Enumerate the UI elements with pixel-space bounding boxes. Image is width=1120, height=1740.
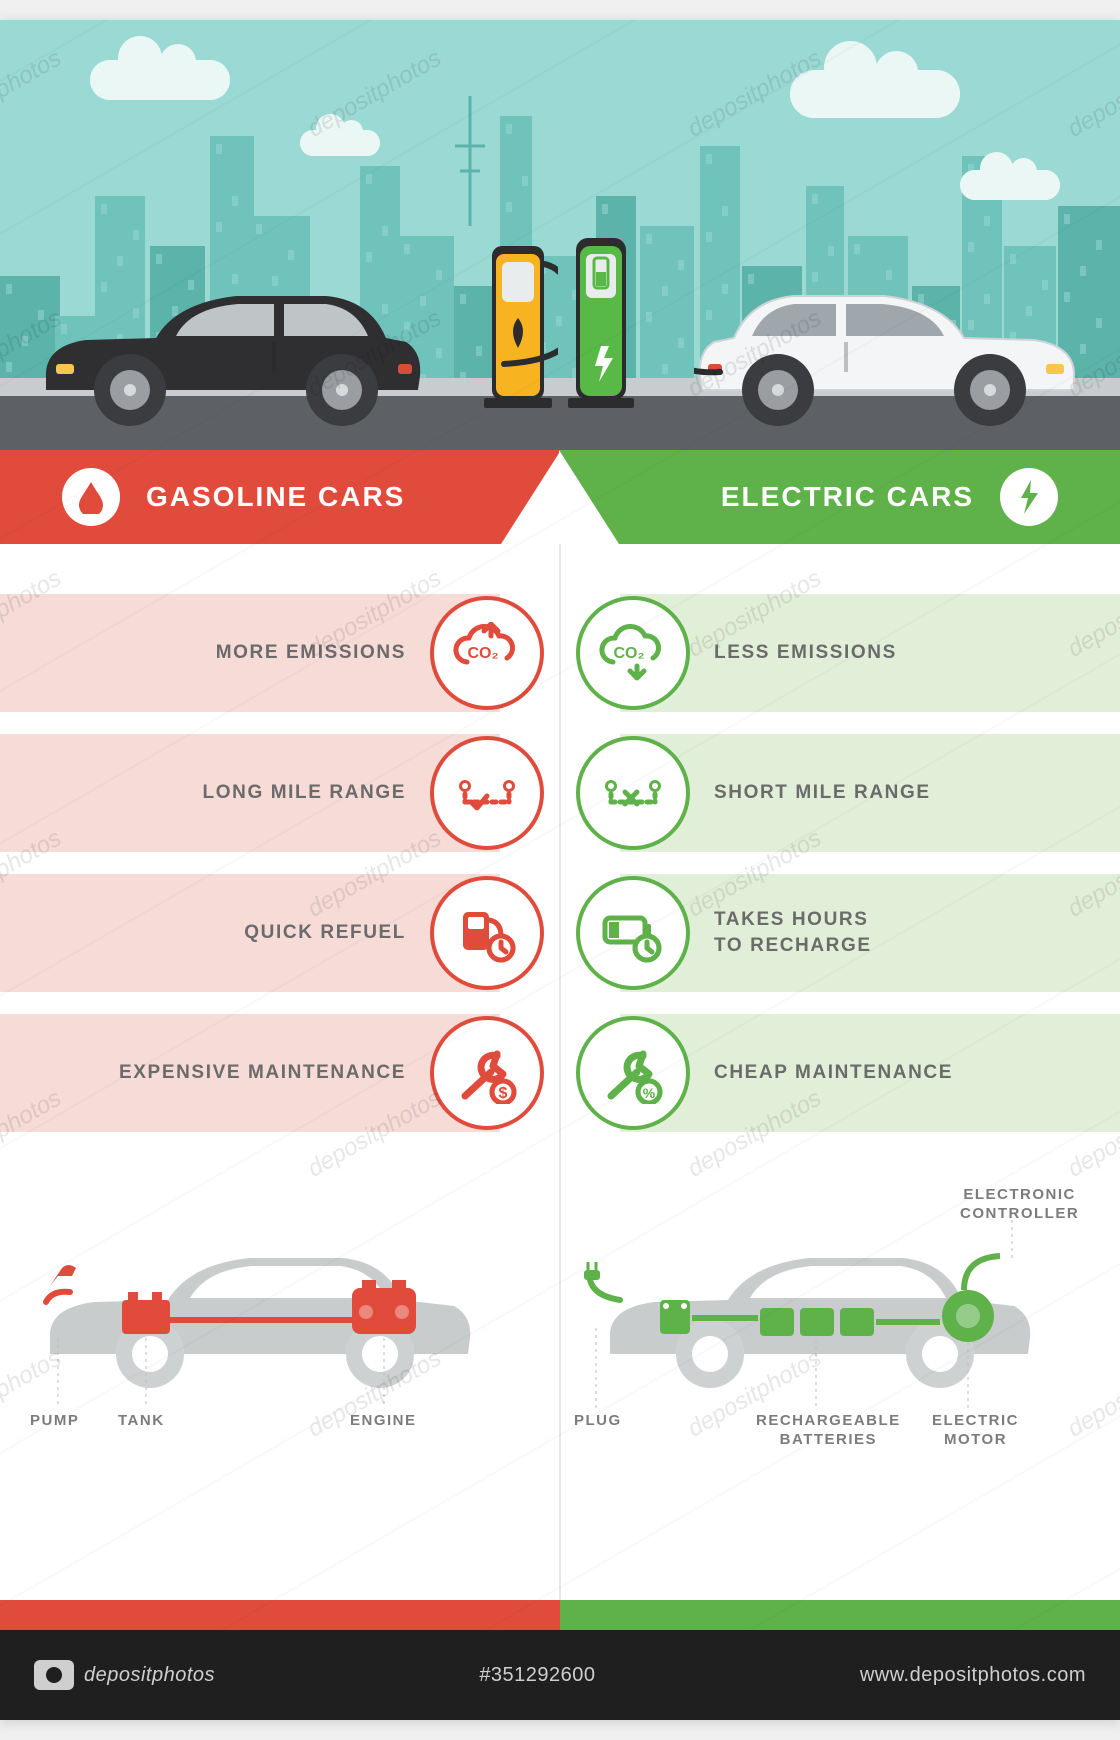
co2-down-icon: CO₂ <box>576 596 690 710</box>
feature-row: $ EXPENSIVE MAINTENANCE <box>0 1008 560 1138</box>
electric-car <box>694 268 1094 418</box>
header-tabs: GASOLINE CARS ELECTRIC CARS <box>0 450 1120 544</box>
gasoline-diagram: PUMP TANK ENGINE <box>0 1188 560 1488</box>
infographic-canvas: GASOLINE CARS ELECTRIC CARS CO₂ MORE EMI… <box>0 20 1120 1720</box>
fuel-pump-clock-icon <box>430 876 544 990</box>
wrench-percent-icon: % <box>576 1016 690 1130</box>
depositphotos-logo: depositphotos <box>34 1660 215 1690</box>
svg-text:$: $ <box>499 1085 508 1102</box>
feature-label: SHORT MILE RANGE <box>714 780 1120 806</box>
center-divider <box>559 544 561 1600</box>
tab-gasoline: GASOLINE CARS <box>0 450 560 544</box>
image-id: #351292600 <box>479 1664 595 1687</box>
column-gasoline: CO₂ MORE EMISSIONS LONG MILE RANGE QUICK… <box>0 544 560 1600</box>
feature-row: CO₂ LESS EMISSIONS <box>560 588 1120 718</box>
feature-label: LESS EMISSIONS <box>714 640 1120 666</box>
feature-row: TAKES HOURSTO RECHARGE <box>560 868 1120 998</box>
feature-label: TAKES HOURSTO RECHARGE <box>714 907 1120 958</box>
bolt-icon <box>1000 468 1058 526</box>
label-plug: PLUG <box>574 1412 622 1431</box>
feature-row: LONG MILE RANGE <box>0 728 560 858</box>
cloud <box>960 170 1060 200</box>
drop-icon <box>62 468 120 526</box>
tab-gasoline-title: GASOLINE CARS <box>146 481 405 513</box>
tab-electric-title: ELECTRIC CARS <box>721 481 974 513</box>
ev-charger <box>564 228 638 408</box>
feature-row: CO₂ MORE EMISSIONS <box>0 588 560 718</box>
cloud <box>90 60 230 100</box>
range-long-icon <box>430 736 544 850</box>
gasoline-car <box>26 268 426 418</box>
brand-name: depositphotos <box>84 1664 215 1687</box>
feature-row: QUICK REFUEL <box>0 868 560 998</box>
label-engine: ENGINE <box>350 1412 417 1431</box>
label-controller: ELECTRONIC CONTROLLER <box>960 1186 1079 1224</box>
tab-electric: ELECTRIC CARS <box>560 450 1120 544</box>
label-pump: PUMP <box>30 1412 79 1431</box>
wrench-dollar-icon: $ <box>430 1016 544 1130</box>
battery-clock-icon <box>576 876 690 990</box>
feature-label: QUICK REFUEL <box>0 920 406 946</box>
co2-up-icon: CO₂ <box>430 596 544 710</box>
feature-row: SHORT MILE RANGE <box>560 728 1120 858</box>
feature-label: LONG MILE RANGE <box>0 780 406 806</box>
range-short-icon <box>576 736 690 850</box>
feature-label: MORE EMISSIONS <box>0 640 406 666</box>
stock-footer: depositphotos #351292600 www.depositphot… <box>0 1630 1120 1720</box>
cloud <box>300 130 380 156</box>
cloud <box>790 70 960 118</box>
column-electric: CO₂ LESS EMISSIONS SHORT MILE RANGE TAKE… <box>560 544 1120 1600</box>
electric-diagram: PLUG RECHARGEABLE BATTERIES ELECTRIC MOT… <box>560 1188 1120 1488</box>
feature-label: CHEAP MAINTENANCE <box>714 1060 1120 1086</box>
camera-icon <box>34 1660 74 1690</box>
fuel-pump <box>478 228 558 408</box>
label-motor: ELECTRIC MOTOR <box>932 1412 1019 1450</box>
footer-bars <box>0 1600 1120 1630</box>
feature-label: EXPENSIVE MAINTENANCE <box>0 1060 406 1086</box>
label-tank: TANK <box>118 1412 165 1431</box>
svg-text:CO₂: CO₂ <box>467 645 498 662</box>
svg-text:%: % <box>643 1085 656 1101</box>
label-batteries: RECHARGEABLE BATTERIES <box>756 1412 901 1450</box>
hero-illustration <box>0 20 1120 450</box>
site-url: www.depositphotos.com <box>860 1664 1086 1687</box>
feature-row: % CHEAP MAINTENANCE <box>560 1008 1120 1138</box>
svg-text:CO₂: CO₂ <box>613 645 644 662</box>
